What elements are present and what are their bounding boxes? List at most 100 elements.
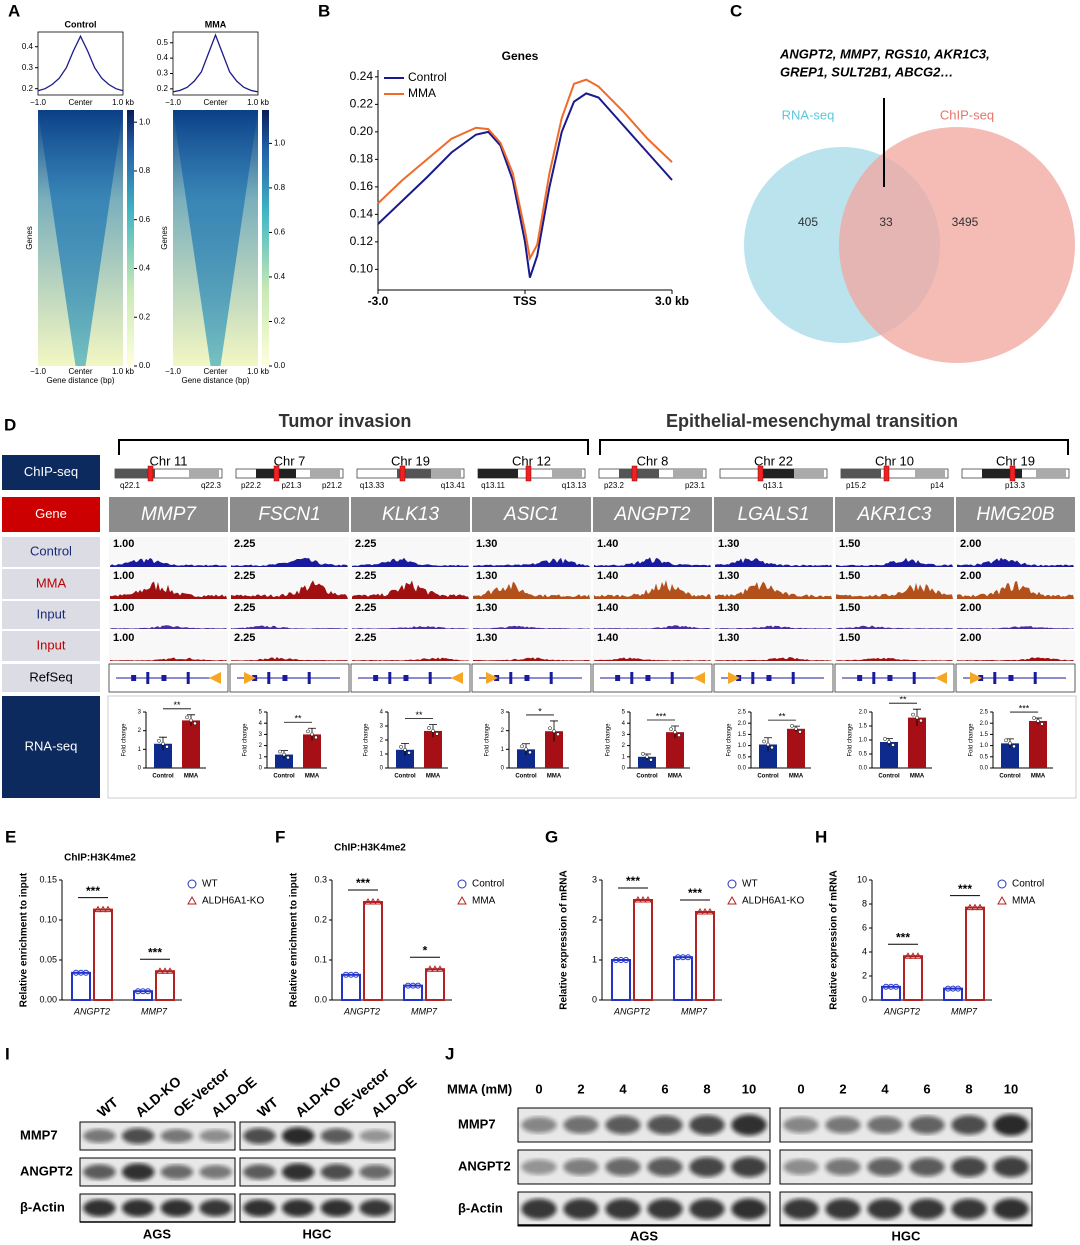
colorbar-label: 0.8 bbox=[274, 183, 286, 192]
y-axis-title: Relative enrichment to input bbox=[289, 872, 300, 1007]
data-point bbox=[427, 726, 431, 730]
x-tick-label: 3.0 kb bbox=[655, 294, 689, 308]
data-point bbox=[435, 732, 439, 736]
row-label-box bbox=[2, 497, 100, 532]
heatmap-x-label: −1.0 bbox=[165, 367, 181, 376]
bar bbox=[903, 955, 923, 1002]
protein-label: β-Actin bbox=[458, 1200, 503, 1215]
blot-band bbox=[951, 1198, 987, 1220]
y-tick-label: 2 bbox=[862, 970, 867, 980]
data-point bbox=[971, 903, 979, 911]
panel-label: A bbox=[8, 1, 20, 20]
blot-band bbox=[783, 1198, 819, 1220]
colorbar-label: 0.4 bbox=[274, 272, 286, 281]
blot-band bbox=[689, 1157, 725, 1177]
map-title: Control bbox=[65, 19, 97, 29]
track-scale: 1.00 bbox=[113, 570, 134, 582]
venn-count: 3495 bbox=[952, 215, 979, 229]
blot-band bbox=[867, 1157, 903, 1177]
gene-box bbox=[109, 497, 228, 532]
panel-label: H bbox=[815, 827, 827, 846]
gene-box bbox=[472, 497, 591, 532]
blot-band bbox=[605, 1115, 641, 1135]
track-bg bbox=[109, 601, 228, 629]
row-label-box bbox=[2, 631, 100, 661]
heatmap-x-label: 1.0 kb bbox=[247, 367, 269, 376]
dose: 0 bbox=[535, 1081, 542, 1096]
track-signal bbox=[715, 625, 832, 629]
y-tick-label: 0.20 bbox=[350, 124, 374, 138]
data-point bbox=[887, 740, 891, 744]
y-tick-label: 0.1 bbox=[314, 954, 327, 964]
blot-band bbox=[243, 1164, 276, 1180]
row-label: Input bbox=[37, 637, 66, 652]
series-line bbox=[377, 78, 673, 262]
panel-label: I bbox=[5, 1044, 10, 1063]
refseq-exon bbox=[549, 672, 553, 684]
refseq-exon bbox=[857, 675, 863, 681]
sig: *** bbox=[896, 930, 910, 944]
legend-label: Control bbox=[1012, 879, 1044, 890]
data-point bbox=[641, 751, 645, 756]
dose: 6 bbox=[661, 1081, 668, 1096]
panel-label: E bbox=[5, 827, 16, 846]
data-point bbox=[528, 750, 532, 755]
legend-marker bbox=[727, 879, 737, 889]
data-point bbox=[403, 747, 407, 752]
ideogram-dark bbox=[760, 469, 800, 478]
colorbar-label: 0.6 bbox=[274, 228, 286, 237]
track-scale: 1.30 bbox=[476, 538, 497, 550]
dose-label: MMA (mM) bbox=[447, 1081, 512, 1096]
gene-name: KLK13 bbox=[382, 504, 439, 525]
track-scale: 1.00 bbox=[113, 632, 134, 644]
blot-band bbox=[563, 1198, 599, 1220]
blot-band bbox=[689, 1115, 725, 1135]
band-label: q22.1 bbox=[120, 481, 141, 490]
data-point bbox=[790, 723, 794, 728]
band-label: p21.2 bbox=[322, 481, 343, 490]
data-point bbox=[369, 898, 377, 905]
track-scale: 1.30 bbox=[718, 602, 739, 614]
venn-count: 405 bbox=[798, 215, 818, 229]
data-point bbox=[193, 721, 197, 726]
track-bg bbox=[351, 631, 470, 661]
chr-label: Chr 11 bbox=[149, 453, 187, 468]
blot-band bbox=[281, 1163, 315, 1181]
track-bg bbox=[593, 601, 712, 629]
data-point bbox=[623, 957, 629, 963]
track-signal bbox=[231, 557, 348, 567]
venn-set: ChIP-seq bbox=[940, 107, 994, 122]
data-point bbox=[165, 744, 169, 749]
ideogram-grey bbox=[310, 469, 340, 478]
dose: 8 bbox=[703, 1081, 710, 1096]
track-scale: 2.25 bbox=[355, 570, 376, 582]
track-signal bbox=[957, 557, 1074, 567]
refseq-exon bbox=[766, 675, 772, 681]
blot-band bbox=[199, 1199, 232, 1217]
track-signal bbox=[836, 582, 953, 599]
bar bbox=[759, 744, 777, 768]
refseq-exon bbox=[751, 672, 755, 684]
data-point bbox=[706, 908, 714, 915]
y-tick-label: 0.2 bbox=[314, 914, 327, 924]
refseq-strand bbox=[451, 672, 463, 684]
data-point bbox=[286, 755, 290, 760]
row-label: RNA-seq bbox=[25, 738, 78, 753]
data-point bbox=[649, 757, 653, 762]
y-tick-label: 3 bbox=[592, 874, 597, 884]
refseq-exon bbox=[267, 672, 271, 684]
venn-chip bbox=[839, 127, 1075, 363]
heatmap-top bbox=[38, 110, 123, 366]
sig: *** bbox=[688, 886, 702, 900]
band-label: p22.2 bbox=[241, 481, 262, 490]
track-signal bbox=[836, 557, 953, 567]
track-bg bbox=[835, 601, 954, 629]
data-point bbox=[794, 726, 798, 731]
data-point bbox=[426, 965, 434, 972]
track-signal bbox=[352, 625, 469, 629]
blot-band bbox=[993, 1156, 1029, 1178]
x-tick-label: ANGPT2 bbox=[343, 1006, 380, 1016]
gene-list: ANGPT2, MMP7, RGS10, AKR1C3, bbox=[779, 46, 990, 61]
y-tick-label: 4 bbox=[862, 946, 867, 956]
y-tick-label: 2 bbox=[501, 728, 505, 734]
